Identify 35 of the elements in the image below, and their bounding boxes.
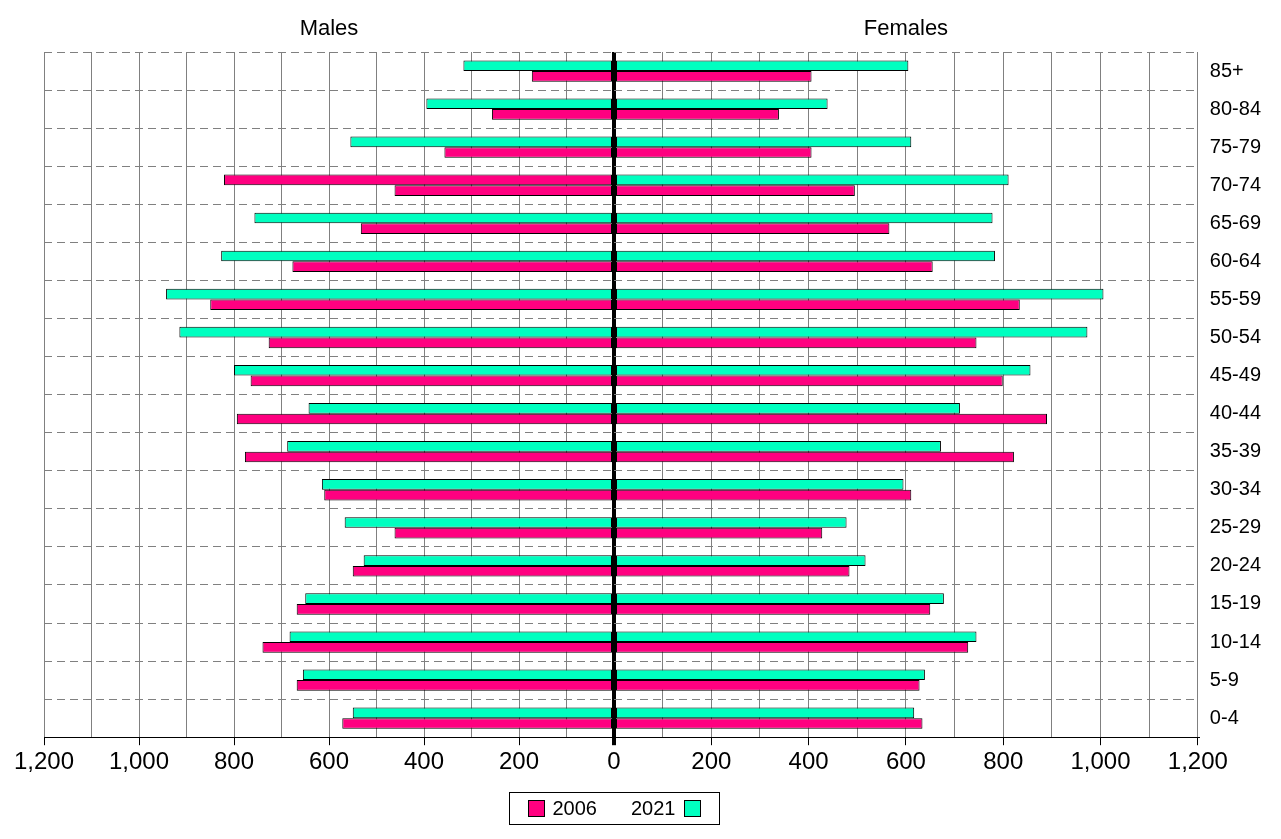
y-tick-label: 55-59 <box>1209 286 1261 309</box>
y-tick-label: 65-69 <box>1209 210 1261 233</box>
x-tick-label: 200 <box>498 747 540 775</box>
text: 2021 <box>631 797 676 820</box>
y-tick-label: 60-64 <box>1209 248 1261 271</box>
y-tick-label: 40-44 <box>1209 401 1261 424</box>
legend-label: 2006 <box>552 797 597 820</box>
x-tick-label: 400 <box>788 747 829 775</box>
chart-title: Females <box>863 15 949 41</box>
y-tick-label: 25-29 <box>1209 515 1261 538</box>
x-tick-label: 0 <box>607 747 621 775</box>
x-tick-label: 400 <box>403 747 445 775</box>
y-tick-label: 20-24 <box>1209 553 1261 576</box>
y-tick-label: 0-4 <box>1209 705 1239 728</box>
y-tick-label: 85+ <box>1209 58 1244 81</box>
x-tick-label: 1,200 <box>13 747 75 775</box>
y-tick-label: 30-34 <box>1209 477 1261 500</box>
x-tick-label: 1,000 <box>1070 747 1131 775</box>
x-tick-label: 1,000 <box>108 747 170 775</box>
y-tick-label: 70-74 <box>1209 172 1261 195</box>
x-tick-label: 200 <box>691 747 732 775</box>
x-tick-label: 800 <box>213 747 255 775</box>
y-tick-label: 10-14 <box>1209 629 1261 652</box>
y-tick-label: 50-54 <box>1209 325 1261 348</box>
x-tick-label: 800 <box>983 747 1024 775</box>
y-tick-label: 80-84 <box>1209 96 1261 119</box>
y-tick-label: 5-9 <box>1209 667 1239 690</box>
chart-title: Males <box>299 15 359 41</box>
x-tick-label: 1,200 <box>1167 747 1228 775</box>
y-tick-label: 35-39 <box>1209 439 1261 462</box>
y-tick-label: 15-19 <box>1209 591 1261 614</box>
y-tick-label: 45-49 <box>1209 363 1261 386</box>
x-tick-label: 600 <box>885 747 926 775</box>
y-tick-label: 75-79 <box>1209 134 1261 157</box>
x-tick-label: 600 <box>308 747 350 775</box>
